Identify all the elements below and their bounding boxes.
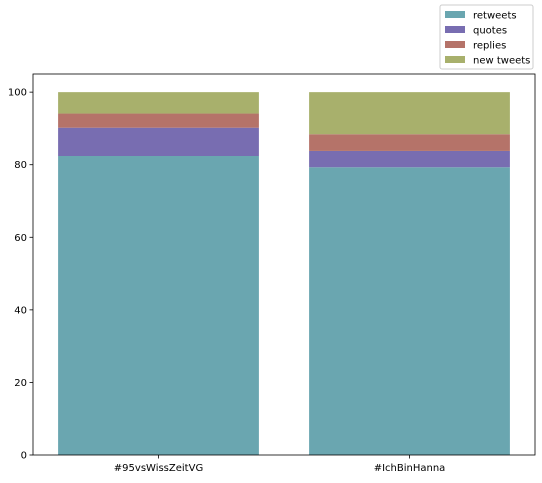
legend-swatch-new-tweets (445, 56, 465, 63)
legend-label-retweets: retweets (473, 11, 517, 22)
legend-box (439, 4, 534, 70)
legend-label-new-tweets: new tweets (473, 56, 530, 67)
legend-swatch-retweets (445, 11, 465, 18)
plot-area (58, 92, 510, 456)
bar-retweets-1 (309, 167, 510, 456)
x-tick-label: #IchBinHanna (374, 463, 446, 474)
bar-retweets-0 (58, 156, 259, 455)
y-tick-label: 80 (14, 160, 27, 171)
bar-new-tweets-0 (58, 92, 259, 114)
bar-quotes-0 (58, 127, 259, 157)
legend-swatch-quotes (445, 26, 465, 33)
axes-frame (32, 73, 536, 456)
legend-label-replies: replies (473, 41, 506, 52)
bar-replies-0 (58, 113, 259, 128)
legend-label-quotes: quotes (473, 26, 507, 37)
y-tick-label: 0 (21, 451, 27, 462)
legend: retweets quotes replies new tweets (439, 4, 534, 70)
legend-swatch-replies (445, 41, 465, 48)
bar-replies-1 (309, 134, 510, 151)
x-tick-label: #95vsWissZeitVG (114, 463, 203, 474)
y-tick-label: 100 (8, 88, 27, 99)
bar-quotes-1 (309, 150, 510, 168)
y-tick-label: 60 (14, 233, 27, 244)
y-tick-label: 20 (14, 378, 27, 389)
bar-new-tweets-1 (309, 92, 510, 135)
y-tick-label: 40 (14, 305, 27, 316)
axes: #95vsWissZeitVG #IchBinHanna 0 20 40 60 80 100 (8, 73, 536, 474)
